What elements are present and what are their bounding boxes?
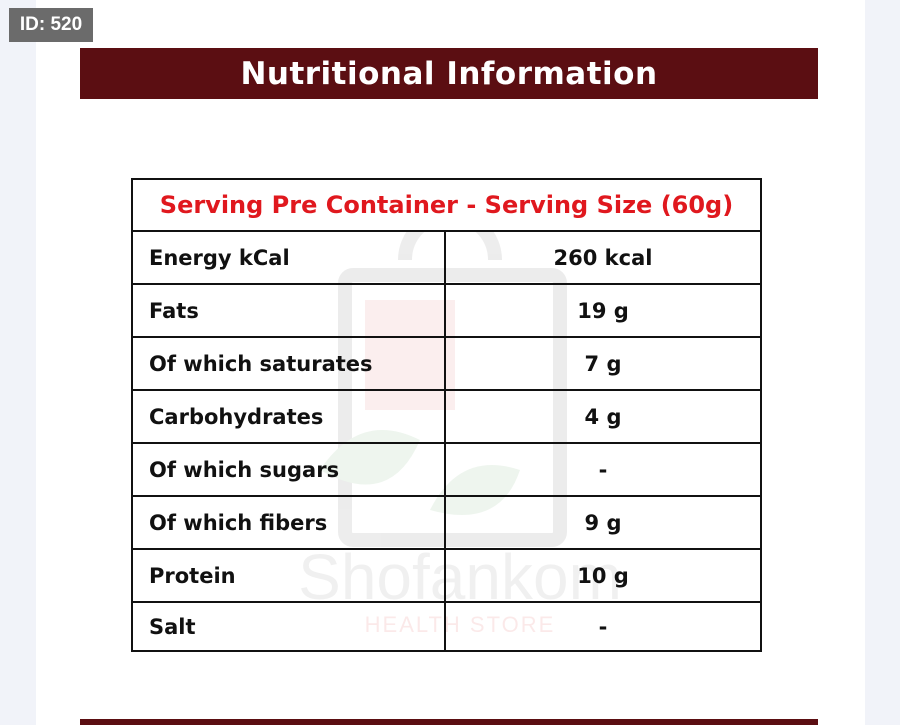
page-title-banner: Nutritional Information [80,48,818,99]
nutrient-value: 260 kcal [553,245,653,270]
table-row: Fats 19 g [133,285,760,338]
nutrient-label: Salt [133,603,446,650]
nutrient-label: Of which sugars [133,444,446,495]
table-row: Of which fibers 9 g [133,497,760,550]
table-row: Salt - [133,603,760,650]
table-row: Protein 10 g [133,550,760,603]
nutrition-table: Serving Pre Container - Serving Size (60… [131,178,762,652]
document-page [36,0,865,725]
table-row: Energy kCal 260 kcal [133,232,760,285]
id-badge: ID: 520 [9,8,93,42]
nutrient-value: - [598,457,608,482]
nutrient-value: 7 g [584,351,622,376]
nutrient-label: Protein [133,550,446,601]
nutrient-value: - [598,614,608,639]
nutrient-value: 4 g [584,404,622,429]
nutrient-label: Of which fibers [133,497,446,548]
nutrient-label: Carbohydrates [133,391,446,442]
nutrient-label: Of which saturates [133,338,446,389]
nutrient-value: 9 g [584,510,622,535]
nutrient-value: 19 g [577,298,629,323]
nutrient-label: Energy kCal [133,232,446,283]
table-row: Of which saturates 7 g [133,338,760,391]
bottom-banner-edge [80,719,818,725]
nutrient-label: Fats [133,285,446,336]
page-title: Nutritional Information [240,55,658,92]
nutrient-value: 10 g [577,563,629,588]
table-row: Carbohydrates 4 g [133,391,760,444]
table-header: Serving Pre Container - Serving Size (60… [133,180,760,232]
table-row: Of which sugars - [133,444,760,497]
